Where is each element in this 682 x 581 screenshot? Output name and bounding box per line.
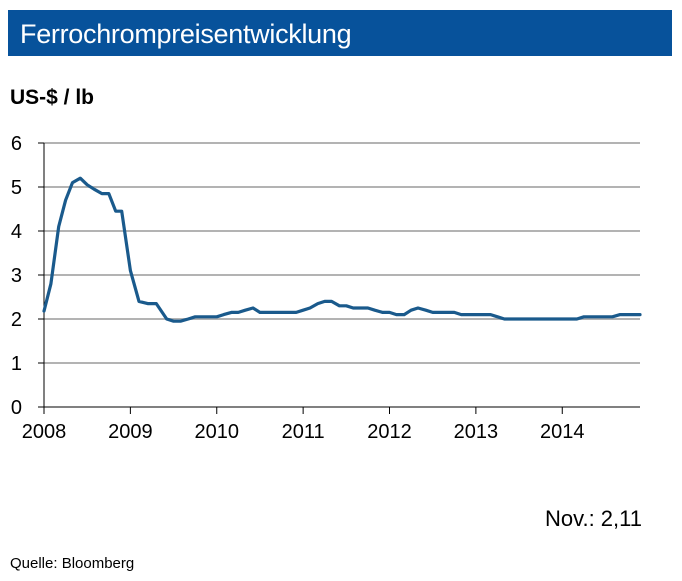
x-tick-label: 2013 <box>454 421 499 443</box>
source-label: Quelle: Bloomberg <box>10 555 135 572</box>
series-line-ferrochrome-price <box>42 176 642 323</box>
x-tick-label: 2008 <box>22 421 67 443</box>
y-tick-label: 4 <box>11 221 22 243</box>
y-tick-label: 1 <box>11 353 22 375</box>
y-tick-label: 2 <box>11 309 22 331</box>
x-tick-label: 2011 <box>282 421 325 443</box>
title-bar: Ferrochrompreisentwicklung <box>8 10 672 56</box>
latest-value-label: Nov.: 2,11 <box>544 506 642 531</box>
x-tick-label: 2014 <box>540 421 585 443</box>
y-tick-label: 3 <box>11 265 22 287</box>
x-tick-label: 2009 <box>108 421 153 443</box>
y-tick-label: 5 <box>11 177 22 199</box>
chart-title: Ferrochrompreisentwicklung <box>20 19 352 49</box>
y-tick-label: 0 <box>11 397 22 419</box>
y-tick-label: 6 <box>11 133 22 155</box>
x-tick-label: 2012 <box>367 421 412 443</box>
y-axis-unit-label: US-$ / lb <box>10 86 95 109</box>
x-tick-label: 2010 <box>195 421 240 443</box>
